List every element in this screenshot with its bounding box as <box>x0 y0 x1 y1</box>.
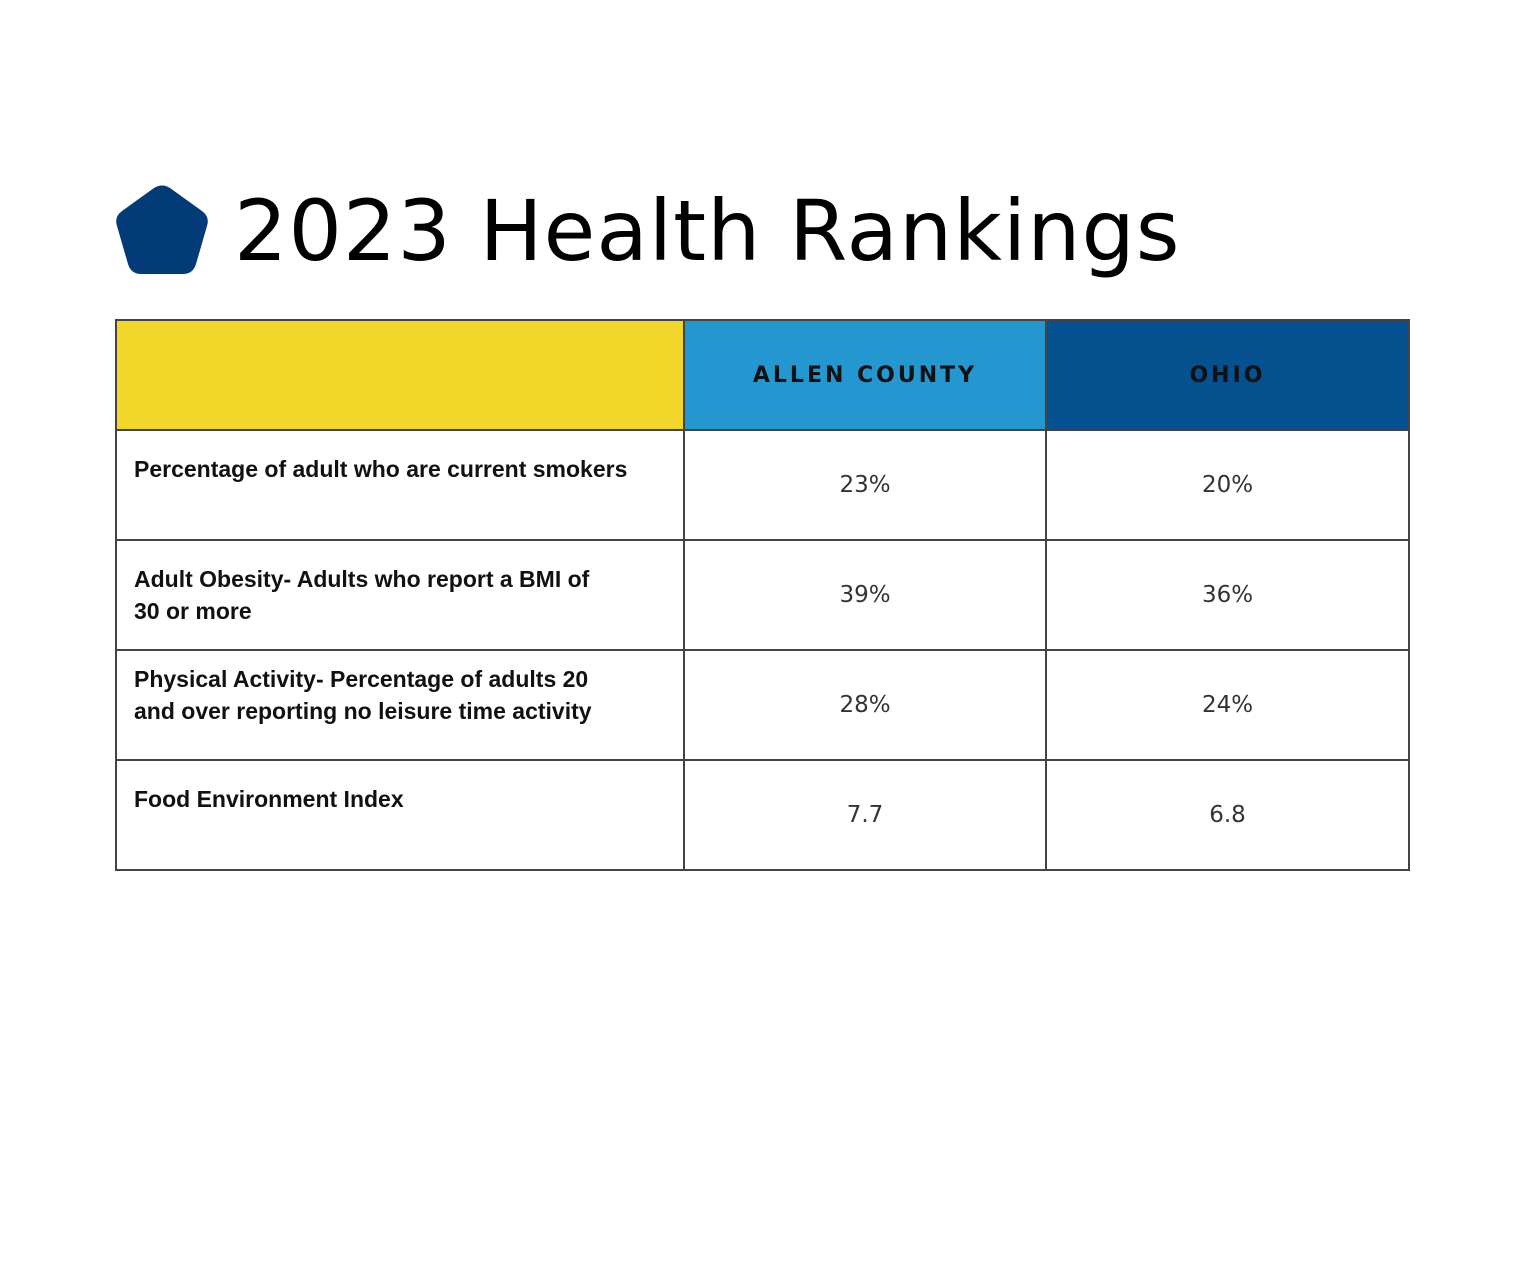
table-row: Adult Obesity- Adults who report a BMI o… <box>115 539 1410 651</box>
row-label-cell: Percentage of adult who are current smok… <box>115 429 685 541</box>
row-label-cell: Adult Obesity- Adults who report a BMI o… <box>115 539 685 651</box>
ohio-value: 24% <box>1045 649 1410 761</box>
allen-value: 23% <box>683 429 1047 541</box>
title-row: 2023 Health Rankings <box>114 176 1181 286</box>
row-label: Adult Obesity- Adults who report a BMI o… <box>134 566 590 624</box>
header-label-cell <box>115 319 685 431</box>
header-allen-county: ALLEN COUNTY <box>683 319 1047 431</box>
table-row: Percentage of adult who are current smok… <box>115 429 1410 541</box>
row-label-cell: Physical Activity- Percentage of adults … <box>115 649 685 761</box>
ohio-value: 6.8 <box>1045 759 1410 871</box>
table-row: Physical Activity- Percentage of adults … <box>115 649 1410 761</box>
header-ohio: OHIO <box>1045 319 1410 431</box>
row-label-cell: Food Environment Index <box>115 759 685 871</box>
allen-value: 7.7 <box>683 759 1047 871</box>
row-label: Food Environment Index <box>134 786 404 812</box>
allen-value: 39% <box>683 539 1047 651</box>
ohio-value: 36% <box>1045 539 1410 651</box>
ohio-value: 20% <box>1045 429 1410 541</box>
page-title: 2023 Health Rankings <box>234 182 1181 280</box>
row-label: Percentage of adult who are current smok… <box>134 456 628 482</box>
table-header-row: ALLEN COUNTY OHIO <box>115 319 1410 431</box>
table-row: Food Environment Index 7.7 6.8 <box>115 759 1410 871</box>
allen-value: 28% <box>683 649 1047 761</box>
row-label: Physical Activity- Percentage of adults … <box>134 666 592 724</box>
health-rankings-table: ALLEN COUNTY OHIO Percentage of adult wh… <box>115 319 1410 871</box>
pentagon-icon <box>116 185 208 274</box>
